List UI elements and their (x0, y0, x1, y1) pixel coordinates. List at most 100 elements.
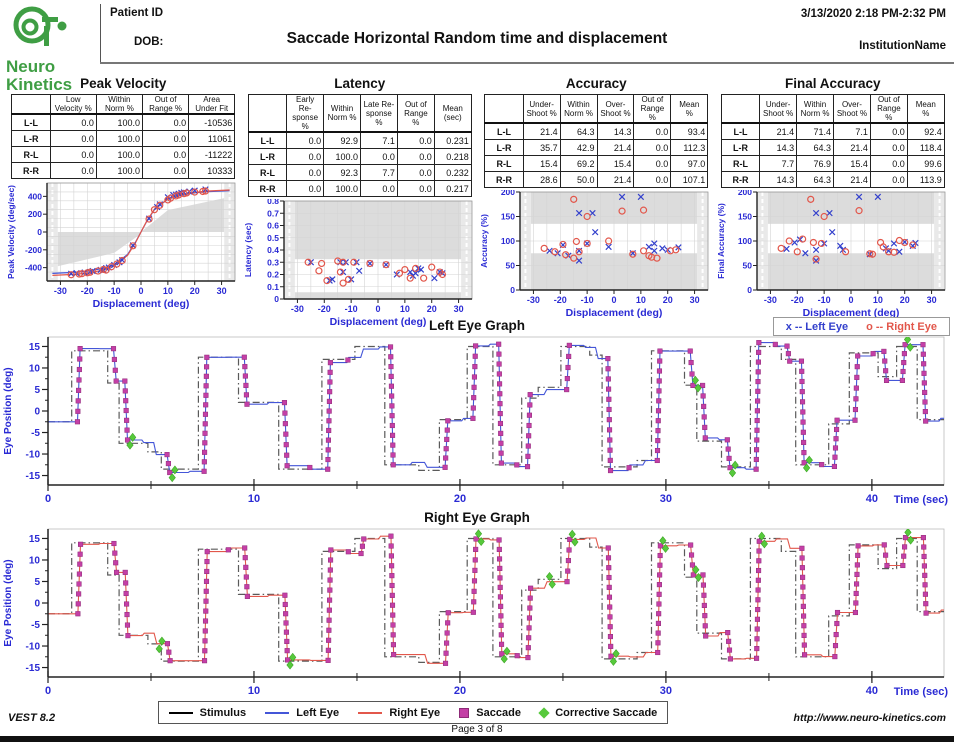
table-corner-cell (720, 94, 761, 124)
svg-text:Displacement (deg): Displacement (deg) (329, 316, 426, 328)
right-eye-line-icon (358, 711, 383, 714)
table-row: R-L 7.7 76.9 15.4 0.0 99.6 (720, 155, 945, 172)
table-cell: 92.9 (323, 131, 361, 149)
svg-text:-20: -20 (318, 304, 331, 314)
table-cell: 112.3 (670, 139, 709, 156)
svg-text:150: 150 (738, 212, 752, 222)
table-cell: 42.9 (559, 139, 598, 156)
table-corner-cell (11, 94, 51, 115)
svg-text:0: 0 (34, 407, 40, 418)
logo-word-kinetics: Kinetics (6, 75, 73, 94)
table-cell: 21.4 (833, 139, 871, 156)
table-cell: 7.7 (360, 164, 398, 181)
table-cell: 93.4 (670, 122, 709, 140)
svg-text:0.3: 0.3 (267, 257, 279, 267)
svg-text:Eye Position (deg): Eye Position (deg) (3, 367, 14, 454)
table-cell: 113.9 (906, 171, 945, 188)
header-divider (100, 4, 101, 62)
app-version: VEST 8.2 (8, 712, 56, 724)
svg-text:Time (sec): Time (sec) (894, 686, 949, 698)
svg-text:150: 150 (501, 212, 515, 222)
svg-text:15: 15 (29, 534, 41, 545)
peak-velocity-table: Low Velocity % Within Norm % Out of Range % Ar… (5, 94, 242, 179)
table-cell: 35.7 (522, 139, 561, 156)
stats-panels-row: Peak Velocity Low Velocity % Within Norm % O… (5, 76, 951, 334)
svg-text:10: 10 (163, 286, 173, 296)
table-header-cell: Mean% (906, 94, 945, 124)
svg-text:0: 0 (747, 285, 752, 295)
svg-text:100: 100 (501, 236, 515, 246)
legend-item-right-eye: Right Eye (358, 707, 440, 719)
row-label: R-R (720, 171, 761, 188)
table-cell: 21.4 (759, 122, 798, 140)
saccade-square-icon (459, 707, 470, 718)
svg-text:-10: -10 (344, 304, 357, 314)
row-label: R-L (720, 155, 761, 172)
svg-text:400: 400 (28, 191, 42, 201)
table-header-cell: Out of Range % (396, 94, 435, 133)
table-cell: 100.0 (95, 162, 143, 179)
svg-text:0: 0 (274, 294, 279, 304)
row-label: L-L (484, 122, 524, 140)
table-header-cell: Within Norm % (796, 94, 834, 124)
svg-text:20: 20 (190, 286, 200, 296)
svg-text:20: 20 (426, 304, 436, 314)
svg-text:50: 50 (742, 261, 752, 271)
svg-text:30: 30 (660, 685, 672, 697)
row-label: L-R (484, 139, 524, 156)
svg-text:-15: -15 (26, 663, 41, 674)
table-cell: 0.0 (141, 146, 190, 163)
svg-text:20: 20 (454, 685, 466, 697)
panel-title: Final Accuracy (784, 76, 881, 91)
patient-id-label: Patient ID (110, 7, 164, 19)
table-cell: 64.3 (796, 171, 834, 188)
table-cell: 15.4 (596, 155, 635, 172)
table-cell: 0.0 (141, 130, 190, 147)
svg-text:5: 5 (34, 385, 40, 396)
table-cell: -11222 (188, 146, 236, 163)
table-cell: 0.0 (49, 113, 97, 131)
table-cell: 21.4 (833, 171, 871, 188)
left-eye-graph: 0 10 20 30 40 -15 -10 -5 0 5 10 15 Time (sec) Eye Pos… (3, 336, 949, 506)
table-row: R-L 0.0 100.0 0.0 -11222 (11, 146, 236, 163)
table-cell: 100.0 (95, 113, 143, 131)
table-cell: 21.4 (522, 122, 561, 140)
table-header-cell: Out of Range % (141, 94, 190, 115)
table-row: R-R 28.6 50.0 21.4 0.0 107.1 (484, 171, 709, 188)
svg-text:0.2: 0.2 (267, 270, 279, 280)
table-cell: 100.0 (323, 180, 361, 197)
table-header-cell: Mean (sec) (433, 94, 472, 133)
table-row: L-L 21.4 64.3 14.3 0.0 93.4 (484, 122, 709, 140)
table-corner-cell (247, 94, 288, 133)
table-header-cell: Under- Shoot % (759, 94, 798, 124)
table-header-cell: Mean% (670, 94, 709, 124)
svg-text:30: 30 (690, 295, 700, 305)
legend-label: Corrective Saccade (555, 706, 658, 719)
eye-marker-legend: x -- Left Eye o -- Right Eye (772, 317, 950, 336)
table-header-cell: Over- Shoot % (833, 94, 871, 124)
table-cell: 0.0 (396, 131, 435, 149)
table-header-cell: Within Norm % (95, 94, 143, 115)
latency-plot: -30 -20 -10 0 10 20 30 0 0.1 0.2 0.3 0.4 0.5 0.6 0.7 0.… (243, 199, 473, 328)
table-cell: 7.1 (833, 122, 871, 140)
table-row: R-L 0.0 92.3 7.7 0.0 0.232 (247, 164, 472, 181)
table-row: L-R 14.3 64.3 21.4 0.0 118.4 (720, 139, 945, 156)
peak-velocity-plot: -30 -20 -10 0 10 20 30 -400 -200 0 200 400 Displacem… (6, 182, 236, 310)
svg-text:10: 10 (873, 295, 883, 305)
dob-label: DOB: (134, 36, 164, 48)
table-cell: 0.0 (633, 155, 672, 172)
table-corner-cell (484, 94, 524, 124)
table-row: R-R 0.0 100.0 0.0 0.0 0.217 (247, 180, 472, 197)
table-cell: 14.3 (596, 122, 635, 140)
row-label: R-L (11, 146, 51, 163)
svg-text:0: 0 (511, 285, 516, 295)
accuracy-table: Under- Shoot % Within Norm % Over- Shoot % Out… (478, 94, 715, 188)
svg-text:Time (sec): Time (sec) (894, 494, 949, 506)
svg-text:10: 10 (248, 685, 260, 697)
table-cell: 0.0 (360, 180, 398, 197)
table-cell: 7.7 (759, 155, 798, 172)
svg-text:40: 40 (866, 493, 878, 505)
table-row: R-R 0.0 100.0 0.0 10333 (11, 162, 236, 179)
svg-text:30: 30 (453, 304, 463, 314)
final-accuracy-plot: -30 -20 -10 0 10 20 30 0 50 100 150 200 Displacement… (716, 190, 946, 319)
